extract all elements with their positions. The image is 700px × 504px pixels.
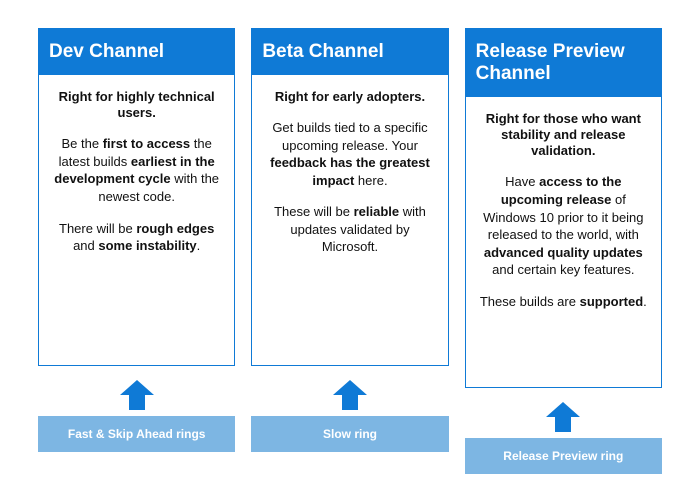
para-rp-0: Have access to the upcoming release of W… — [480, 173, 647, 278]
card-body-release-preview: Right for those who want stability and r… — [466, 97, 661, 387]
column-beta: Beta Channel Right for early adopters. G… — [251, 28, 448, 474]
column-release-preview: Release Preview Channel Right for those … — [465, 28, 662, 474]
card-header-release-preview: Release Preview Channel — [466, 29, 661, 97]
footer-release-preview: Release Preview ring — [465, 438, 662, 474]
para-dev-1: There will be rough edges and some insta… — [53, 220, 220, 255]
para-beta-1: These will be reliable with updates vali… — [266, 203, 433, 256]
arrow-up-icon — [333, 380, 367, 410]
tagline-release-preview: Right for those who want stability and r… — [480, 111, 647, 160]
tagline-beta: Right for early adopters. — [266, 89, 433, 105]
card-beta: Beta Channel Right for early adopters. G… — [251, 28, 448, 366]
tagline-dev: Right for highly technical users. — [53, 89, 220, 122]
para-dev-0: Be the first to access the latest builds… — [53, 135, 220, 205]
footer-dev: Fast & Skip Ahead rings — [38, 416, 235, 452]
card-header-dev: Dev Channel — [39, 29, 234, 75]
para-beta-0: Get builds tied to a specific upcoming r… — [266, 119, 433, 189]
arrow-up-icon — [120, 380, 154, 410]
card-dev: Dev Channel Right for highly technical u… — [38, 28, 235, 366]
card-header-beta: Beta Channel — [252, 29, 447, 75]
card-body-beta: Right for early adopters. Get builds tie… — [252, 75, 447, 365]
channels-container: Dev Channel Right for highly technical u… — [0, 0, 700, 490]
arrow-up-icon — [546, 402, 580, 432]
para-rp-1: These builds are supported. — [480, 293, 647, 311]
footer-beta: Slow ring — [251, 416, 448, 452]
card-release-preview: Release Preview Channel Right for those … — [465, 28, 662, 388]
card-body-dev: Right for highly technical users. Be the… — [39, 75, 234, 365]
column-dev: Dev Channel Right for highly technical u… — [38, 28, 235, 474]
